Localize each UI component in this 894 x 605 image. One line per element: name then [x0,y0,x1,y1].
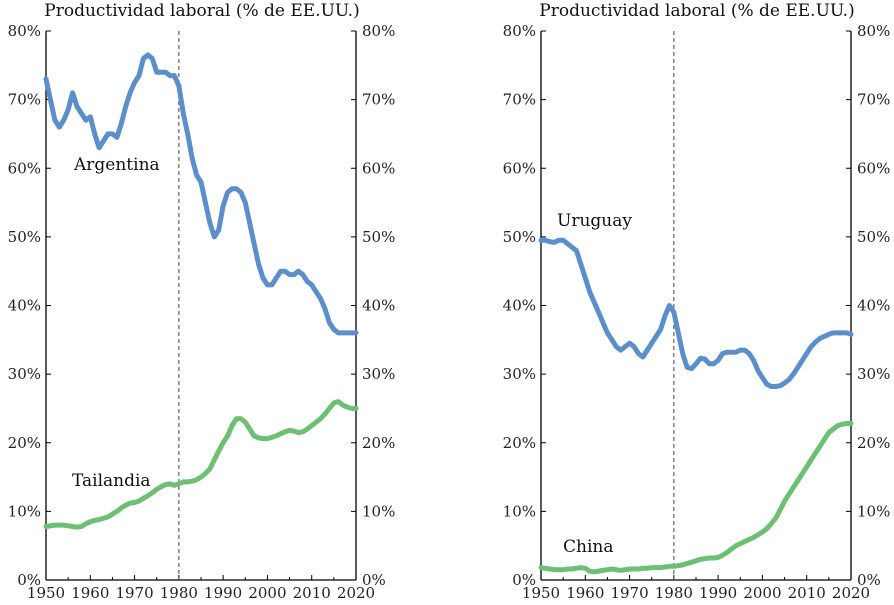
series-line-china [538,421,854,575]
series-label-uruguay: Uruguay [557,211,632,231]
y-tick-label-right: 40% [362,297,395,315]
y-tick-label-right: 80% [857,22,890,40]
axes: 0% 0% 10% 10% 20% 20% 30% 30% 40% 40% 50% 50% 60% 60%… [8,22,396,602]
y-tick-label-left: 30% [503,365,536,383]
axes: 0% 0% 10% 10% 20% 20% 30% 30% 40% 40% 50% 50% 60% 60%… [503,22,891,602]
y-tick-label-left: 60% [8,159,41,177]
plot-area [538,237,854,575]
x-tick-label: 1960 [566,584,604,602]
x-tick-label: 1970 [610,584,648,602]
plot-area [43,52,359,530]
chart-title: Productividad laboral (% de EE.UU.) [44,1,359,21]
x-tick-label: 1990 [699,584,737,602]
y-tick-label-right: 50% [362,228,395,246]
y-tick-label-right: 10% [857,502,890,520]
y-tick-label-right: 60% [857,159,890,177]
x-tick-label: 1950 [522,584,560,602]
y-tick-label-left: 50% [503,228,536,246]
y-tick-label-left: 0% [512,571,536,589]
y-tick-label-left: 70% [503,91,536,109]
y-tick-label-right: 50% [857,228,890,246]
y-tick-label-right: 80% [362,22,395,40]
y-tick-label-left: 10% [503,502,536,520]
y-tick-label-left: 60% [503,159,536,177]
y-tick-label-right: 70% [362,91,395,109]
series-label-argentina: Argentina [73,155,160,175]
y-tick-label-left: 20% [503,434,536,452]
y-tick-label-right: 30% [857,365,890,383]
x-tick-label: 1990 [204,584,242,602]
series-line-tailandia [43,399,359,530]
y-tick-label-left: 80% [8,22,41,40]
y-tick-label-right: 40% [857,297,890,315]
x-tick-label: 1980 [160,584,198,602]
x-tick-label: 2000 [248,584,286,602]
series-label-tailandia: Tailandia [72,471,151,491]
y-tick-label-left: 30% [8,365,41,383]
x-tick-label: 1950 [27,584,65,602]
x-tick-label: 1970 [115,584,153,602]
x-tick-label: 2020 [832,584,870,602]
series-line-uruguay [538,237,854,389]
y-tick-label-left: 70% [8,91,41,109]
x-tick-label: 2010 [293,584,331,602]
y-tick-label-right: 30% [362,365,395,383]
y-tick-label-right: 0% [857,571,881,589]
series-line-argentina [43,52,359,336]
y-tick-label-right: 10% [362,502,395,520]
y-tick-label-left: 0% [17,571,41,589]
chart-panel-uruguay-china: Productividad laboral (% de EE.UU.) 0% 0%… [503,1,891,602]
y-tick-label-left: 40% [8,297,41,315]
y-tick-label-left: 10% [8,502,41,520]
x-tick-label: 1960 [71,584,109,602]
y-tick-label-right: 20% [362,434,395,452]
series-label-china: China [563,537,613,557]
y-tick-label-left: 50% [8,228,41,246]
y-tick-label-right: 0% [362,571,386,589]
y-tick-label-right: 70% [857,91,890,109]
y-tick-label-right: 60% [362,159,395,177]
x-tick-label: 2000 [743,584,781,602]
x-tick-label: 2020 [337,584,375,602]
chart-panel-argentina-tailandia: Productividad laboral (% de EE.UU.) 0% 0%… [8,1,396,602]
chart-title: Productividad laboral (% de EE.UU.) [539,1,854,21]
y-tick-label-right: 20% [857,434,890,452]
x-tick-label: 1980 [655,584,693,602]
y-tick-label-left: 40% [503,297,536,315]
x-tick-label: 2010 [788,584,826,602]
y-tick-label-left: 20% [8,434,41,452]
y-tick-label-left: 80% [503,22,536,40]
